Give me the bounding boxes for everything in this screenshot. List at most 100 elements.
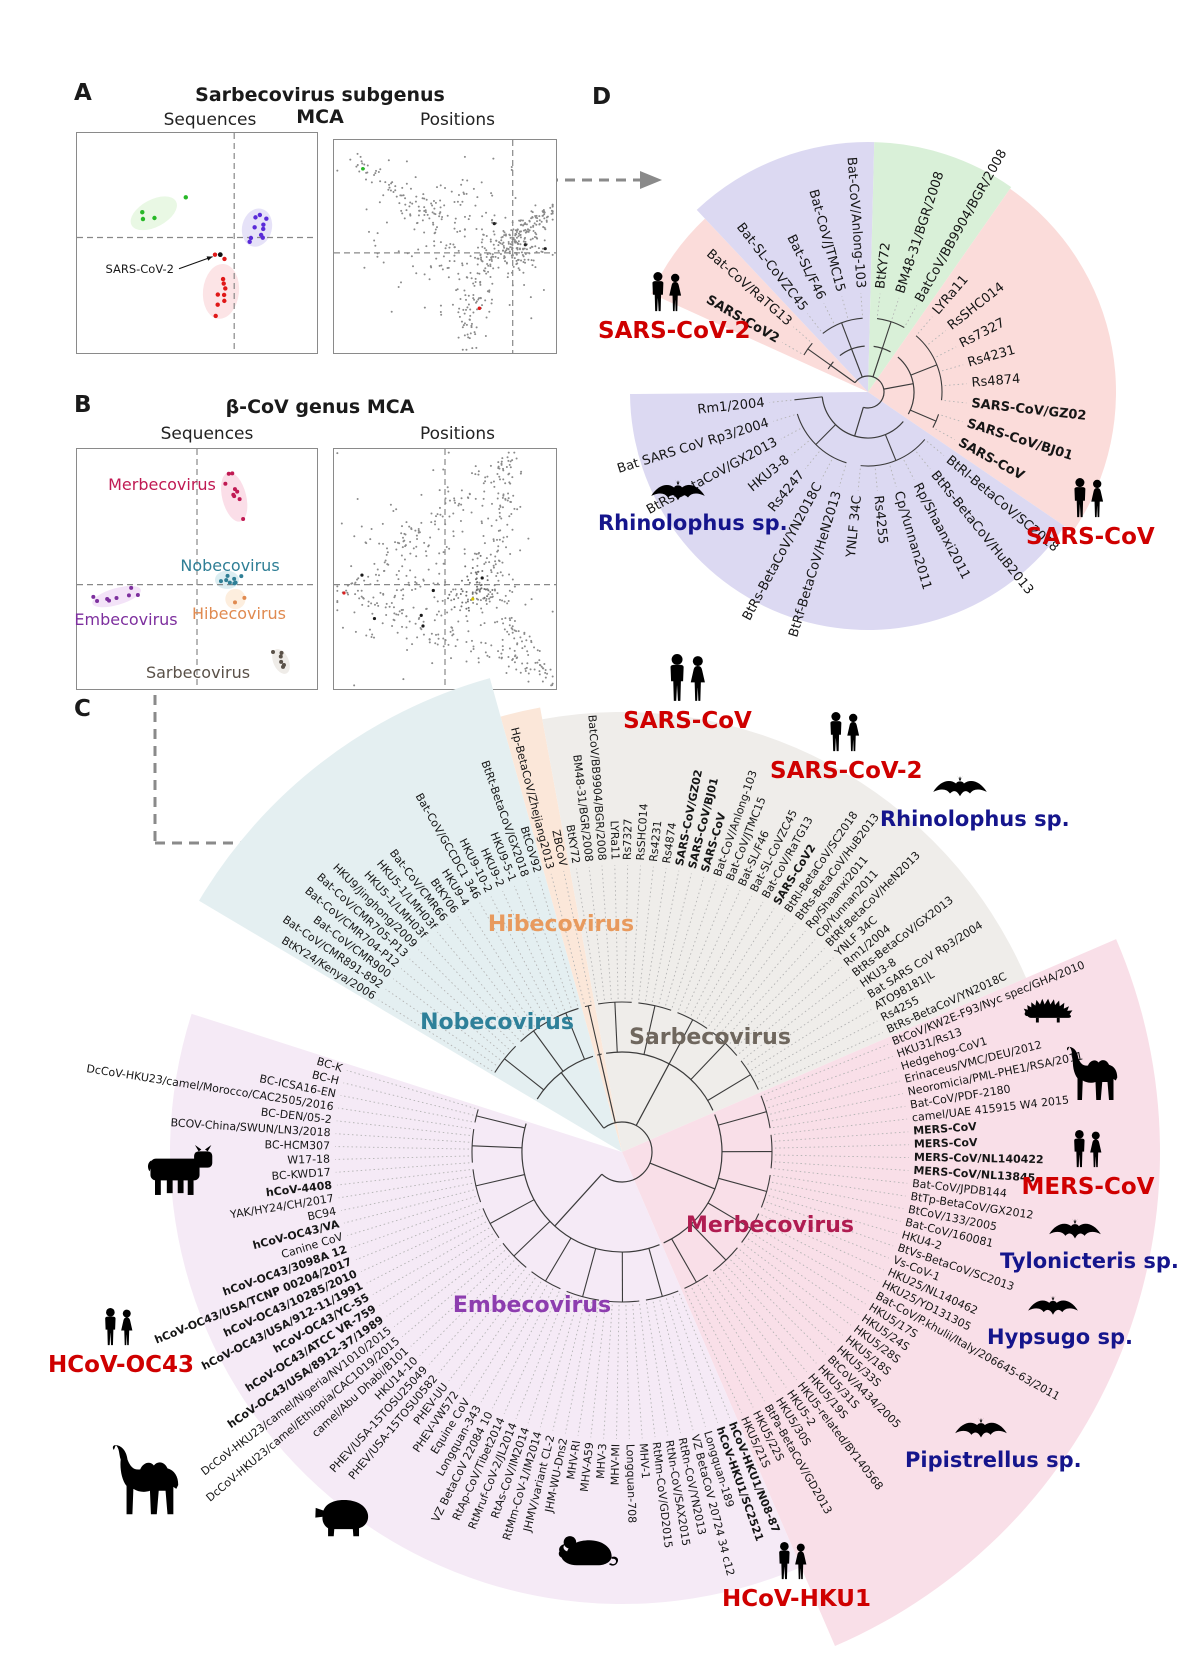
data-point bbox=[461, 200, 464, 203]
data-point bbox=[506, 456, 509, 459]
data-point bbox=[480, 520, 483, 523]
data-point bbox=[543, 247, 547, 251]
taxon-label: Rs4231 bbox=[647, 820, 664, 863]
data-point bbox=[516, 262, 519, 265]
data-point bbox=[391, 624, 394, 627]
data-point bbox=[444, 580, 447, 583]
data-point bbox=[550, 212, 553, 215]
data-point bbox=[382, 194, 385, 197]
data-point bbox=[511, 271, 514, 274]
data-point bbox=[470, 322, 473, 325]
data-point bbox=[492, 243, 495, 246]
tree-branch bbox=[841, 322, 853, 350]
data-point bbox=[512, 494, 515, 497]
data-point bbox=[501, 506, 504, 509]
data-point bbox=[487, 270, 490, 273]
data-point bbox=[404, 203, 407, 206]
tree-root bbox=[601, 1121, 653, 1183]
data-point bbox=[456, 200, 459, 203]
data-point bbox=[423, 306, 426, 309]
data-point bbox=[502, 469, 505, 472]
tree-branch bbox=[472, 1145, 523, 1149]
data-point bbox=[491, 221, 494, 224]
data-point bbox=[510, 166, 513, 169]
leader-line bbox=[379, 1233, 493, 1306]
data-point bbox=[498, 475, 501, 478]
leader-line bbox=[665, 876, 705, 1006]
leader-line bbox=[526, 881, 572, 1008]
data-point bbox=[492, 267, 495, 270]
data-point bbox=[499, 505, 502, 508]
annotation-pipistrellus-c: Pipistrellus sp. bbox=[905, 1416, 1082, 1472]
data-point bbox=[520, 230, 523, 233]
data-point bbox=[461, 348, 464, 351]
leader-line bbox=[891, 297, 900, 319]
data-point bbox=[406, 252, 409, 255]
data-point bbox=[346, 591, 349, 594]
leader-line bbox=[928, 330, 946, 345]
data-point bbox=[356, 152, 359, 155]
data-point bbox=[409, 540, 412, 543]
data-point bbox=[440, 614, 443, 617]
leader-line bbox=[838, 465, 847, 487]
data-point bbox=[501, 561, 504, 564]
data-point bbox=[435, 226, 438, 229]
data-point bbox=[540, 665, 543, 668]
data-point bbox=[107, 598, 112, 603]
leader-line bbox=[709, 1277, 787, 1388]
data-point bbox=[461, 530, 464, 533]
data-point bbox=[478, 272, 481, 275]
taxon-label: MHV-MI bbox=[609, 1444, 623, 1486]
tree-branch bbox=[830, 364, 856, 384]
tree-branch bbox=[489, 1199, 535, 1225]
data-point bbox=[376, 602, 379, 605]
data-point bbox=[279, 659, 284, 664]
data-point bbox=[492, 157, 495, 160]
data-point bbox=[395, 195, 398, 198]
data-point bbox=[513, 649, 516, 652]
data-point bbox=[468, 318, 471, 321]
data-point bbox=[481, 570, 484, 573]
data-point bbox=[475, 301, 478, 304]
data-point bbox=[468, 214, 471, 217]
tree-branch bbox=[671, 1238, 697, 1283]
data-point bbox=[126, 593, 131, 598]
data-point bbox=[529, 668, 532, 671]
data-point bbox=[497, 266, 500, 269]
tree-branch bbox=[565, 1012, 586, 1060]
mca-sequences-plot-a bbox=[76, 132, 318, 354]
leader-line bbox=[713, 922, 796, 1031]
data-point bbox=[483, 542, 486, 545]
leader-line bbox=[343, 1082, 474, 1116]
data-point bbox=[498, 478, 501, 481]
data-point bbox=[411, 589, 414, 592]
data-point bbox=[549, 206, 552, 209]
data-point bbox=[508, 573, 511, 576]
data-point bbox=[463, 192, 466, 195]
taxon-label: Rm1/2004 bbox=[697, 396, 766, 418]
data-point bbox=[414, 529, 417, 532]
data-point bbox=[457, 311, 460, 314]
data-point bbox=[520, 640, 523, 643]
leader-line bbox=[366, 1221, 487, 1284]
data-point bbox=[485, 235, 488, 238]
tree-branch bbox=[494, 1045, 517, 1073]
tree-root bbox=[854, 375, 885, 409]
data-point bbox=[476, 263, 479, 266]
data-point bbox=[447, 451, 450, 454]
data-point bbox=[379, 180, 382, 183]
data-point bbox=[421, 624, 425, 628]
data-point bbox=[510, 616, 513, 619]
data-point bbox=[498, 560, 501, 563]
data-point bbox=[500, 462, 503, 465]
data-point bbox=[457, 596, 460, 599]
data-point bbox=[505, 247, 508, 250]
data-point bbox=[477, 473, 480, 476]
data-point bbox=[376, 255, 379, 258]
data-point bbox=[361, 162, 364, 165]
leader-line bbox=[678, 1293, 731, 1419]
data-point bbox=[373, 636, 376, 639]
data-point bbox=[519, 671, 522, 674]
data-point bbox=[478, 581, 481, 584]
data-point bbox=[483, 270, 486, 273]
